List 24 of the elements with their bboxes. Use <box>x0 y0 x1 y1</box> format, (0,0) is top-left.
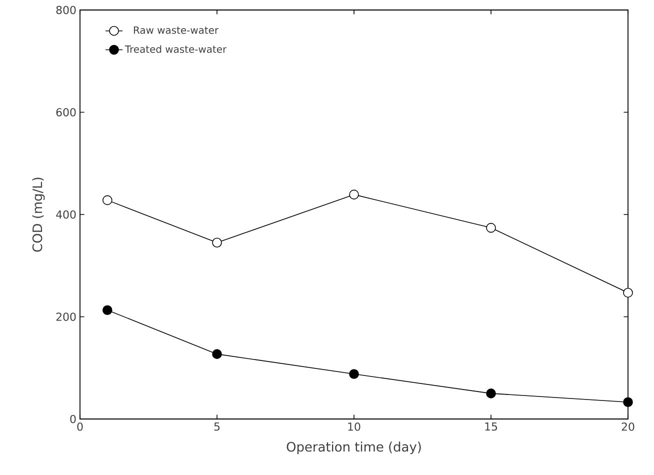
x-tick-label: 0 <box>77 422 83 431</box>
point <box>623 397 633 408</box>
x-tick-label: 5 <box>214 422 220 431</box>
x-tick-label: 20 <box>622 422 634 431</box>
x-tick-label: 15 <box>485 422 498 431</box>
point <box>349 190 359 200</box>
point <box>486 388 496 398</box>
x-axis-title: Operation time (day) <box>286 442 421 454</box>
y-axis-title: COD (mg/L) <box>32 178 45 252</box>
x-tick-label: 10 <box>348 422 360 431</box>
point <box>212 349 222 359</box>
point <box>212 238 222 248</box>
y-tick-label: 600 <box>56 108 76 116</box>
y-tick-label: 0 <box>70 414 76 424</box>
point <box>102 305 112 316</box>
point <box>486 222 496 233</box>
y-tick-label: 400 <box>56 210 76 219</box>
point <box>102 195 112 206</box>
y-tick-label: 200 <box>56 312 76 321</box>
legend-label: Raw waste-water <box>134 26 219 34</box>
point <box>623 288 633 298</box>
y-tick-label: 800 <box>56 6 76 14</box>
point <box>349 369 359 379</box>
legend-label: Treated waste-water <box>124 45 227 53</box>
